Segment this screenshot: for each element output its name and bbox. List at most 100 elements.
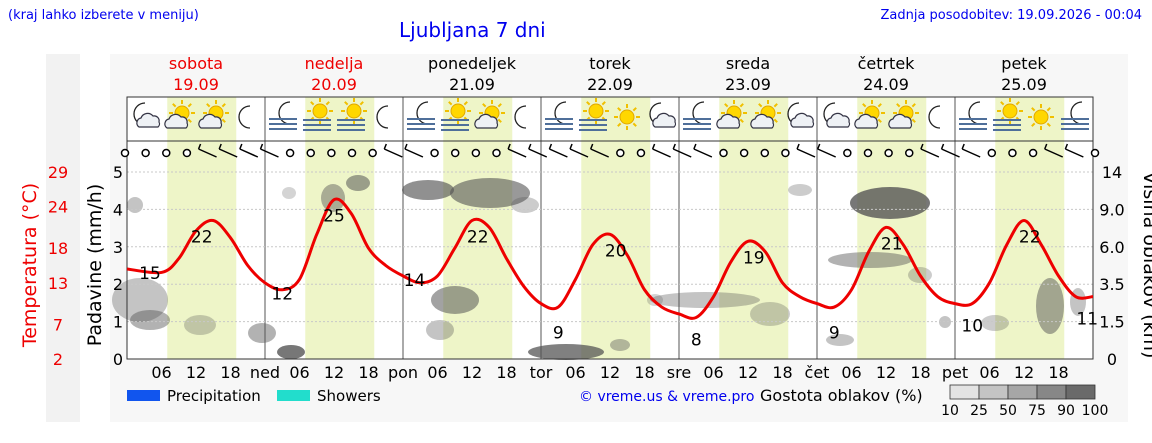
cloud-patch [788,184,812,196]
fog-sun-icon [337,98,367,131]
day-name: petek [1001,54,1047,73]
cloud-patch [528,344,604,360]
precipitation-swatch [127,390,160,401]
sun-cloud-icon [888,100,919,129]
temp-tick-label: 7 [53,315,63,334]
fog-sun-icon [579,98,609,131]
temperature-data-label: 22 [191,227,213,247]
chart-title: Ljubljana 7 dni [399,18,546,42]
hour-tick-label: 12 [186,363,206,382]
calm-wind-icon [719,148,728,158]
calm-wind-icon [141,148,150,158]
calm-wind-icon [1028,148,1038,158]
hour-tick-label: 18 [772,363,792,382]
wind-barb-icon [528,143,548,158]
wind-barb-icon [239,143,259,158]
day-short-label: sre [667,363,691,382]
calm-wind-icon [327,148,336,158]
hour-tick-label: 18 [634,363,654,382]
calm-wind-icon [430,148,439,158]
wind-barb-icon [548,143,568,158]
temperature-data-label: 8 [691,330,702,350]
cloud-height-tick-label: 6.0 [1099,238,1124,257]
temp-tick-label: 18 [48,239,68,258]
cloud-height-tick-label: 3.5 [1099,275,1124,294]
cloud-density-label: Gostota oblakov (%) [760,386,923,405]
wind-barb-icon [197,143,217,158]
cloud-density-tick-label: 75 [1028,403,1046,419]
calm-wind-icon [1008,148,1017,158]
hour-tick-label: 06 [427,363,447,382]
fog-sun-icon [993,98,1023,131]
precip-axis-label: Padavine (mm/h) [84,184,106,347]
fog-moon-icon [683,101,711,130]
wind-barb-icon [796,143,816,158]
cloud-patch [1036,278,1064,334]
day-name: sreda [726,54,770,73]
calm-wind-icon [1090,148,1100,158]
wind-barb-icon [218,143,238,158]
cloud-patch [850,187,930,219]
hour-tick-label: 18 [1048,363,1068,382]
daylight-band [305,97,375,359]
calm-wind-icon [306,148,315,158]
cloud-patch [650,292,760,308]
cloud-patch [321,184,345,212]
moon-cloud-icon [133,102,161,128]
hour-tick-label: 06 [703,363,723,382]
day-short-label: ned [250,363,280,382]
cloud-height-tick-label: 0 [1107,350,1117,369]
temperature-data-label: 12 [271,285,293,305]
wind-barb-icon [920,143,940,158]
moon-cloud-icon [823,102,851,128]
cloud-density-swatch [1007,384,1038,400]
temperature-line [126,197,1094,320]
cloud-density-tick-label: 50 [999,403,1017,419]
sun-cloud-icon [854,100,885,129]
calm-wind-icon [182,148,192,158]
cloud-height-tick-label: 14 [1102,163,1122,182]
cloud-height-tick-label: 1.5 [1099,313,1124,332]
wind-barb-icon [404,143,424,158]
sun-cloud-icon [474,100,505,129]
calm-wind-icon [492,148,501,158]
hour-tick-label: 06 [979,363,999,382]
day-name: nedelja [305,54,364,73]
sun-icon [614,104,640,130]
cloud-patch [346,175,370,191]
day-date: 21.09 [449,75,495,94]
precip-tick-label: 5 [113,163,123,182]
moon-icon [376,105,389,129]
fog-moon-icon [545,101,573,130]
cloud-patch [610,339,630,351]
wind-barb-icon [507,143,527,158]
cloud-patch [828,252,912,268]
cloud-density-tick-label: 100 [1082,403,1109,419]
wind-barb-icon [259,143,279,158]
cloud-patch [511,197,539,213]
wind-barb-icon [1044,143,1064,158]
calm-wind-icon [781,148,790,158]
hour-tick-label: 06 [151,363,171,382]
hour-tick-label: 18 [910,363,930,382]
calm-wind-icon [884,148,893,158]
cloud-patch [130,310,170,330]
calm-wind-icon [905,148,914,158]
sun-icon [1028,104,1054,130]
temperature-data-label: 25 [323,207,345,227]
wind-barb-icon [817,143,837,158]
fog-moon-icon [269,101,297,130]
moon-icon [928,105,941,129]
hour-tick-label: 12 [738,363,758,382]
wind-barb-icon [693,143,713,158]
temp-tick-label: 2 [53,350,63,369]
temperature-data-label: 22 [1019,227,1041,247]
wind-barb-icon [1064,143,1084,158]
showers-legend-label: Showers [317,387,381,405]
cloud-density-swatch [978,384,1009,400]
calm-wind-icon [285,148,295,158]
hour-tick-label: 06 [565,363,585,382]
calm-wind-icon [843,148,852,158]
wind-barb-icon [651,143,671,158]
